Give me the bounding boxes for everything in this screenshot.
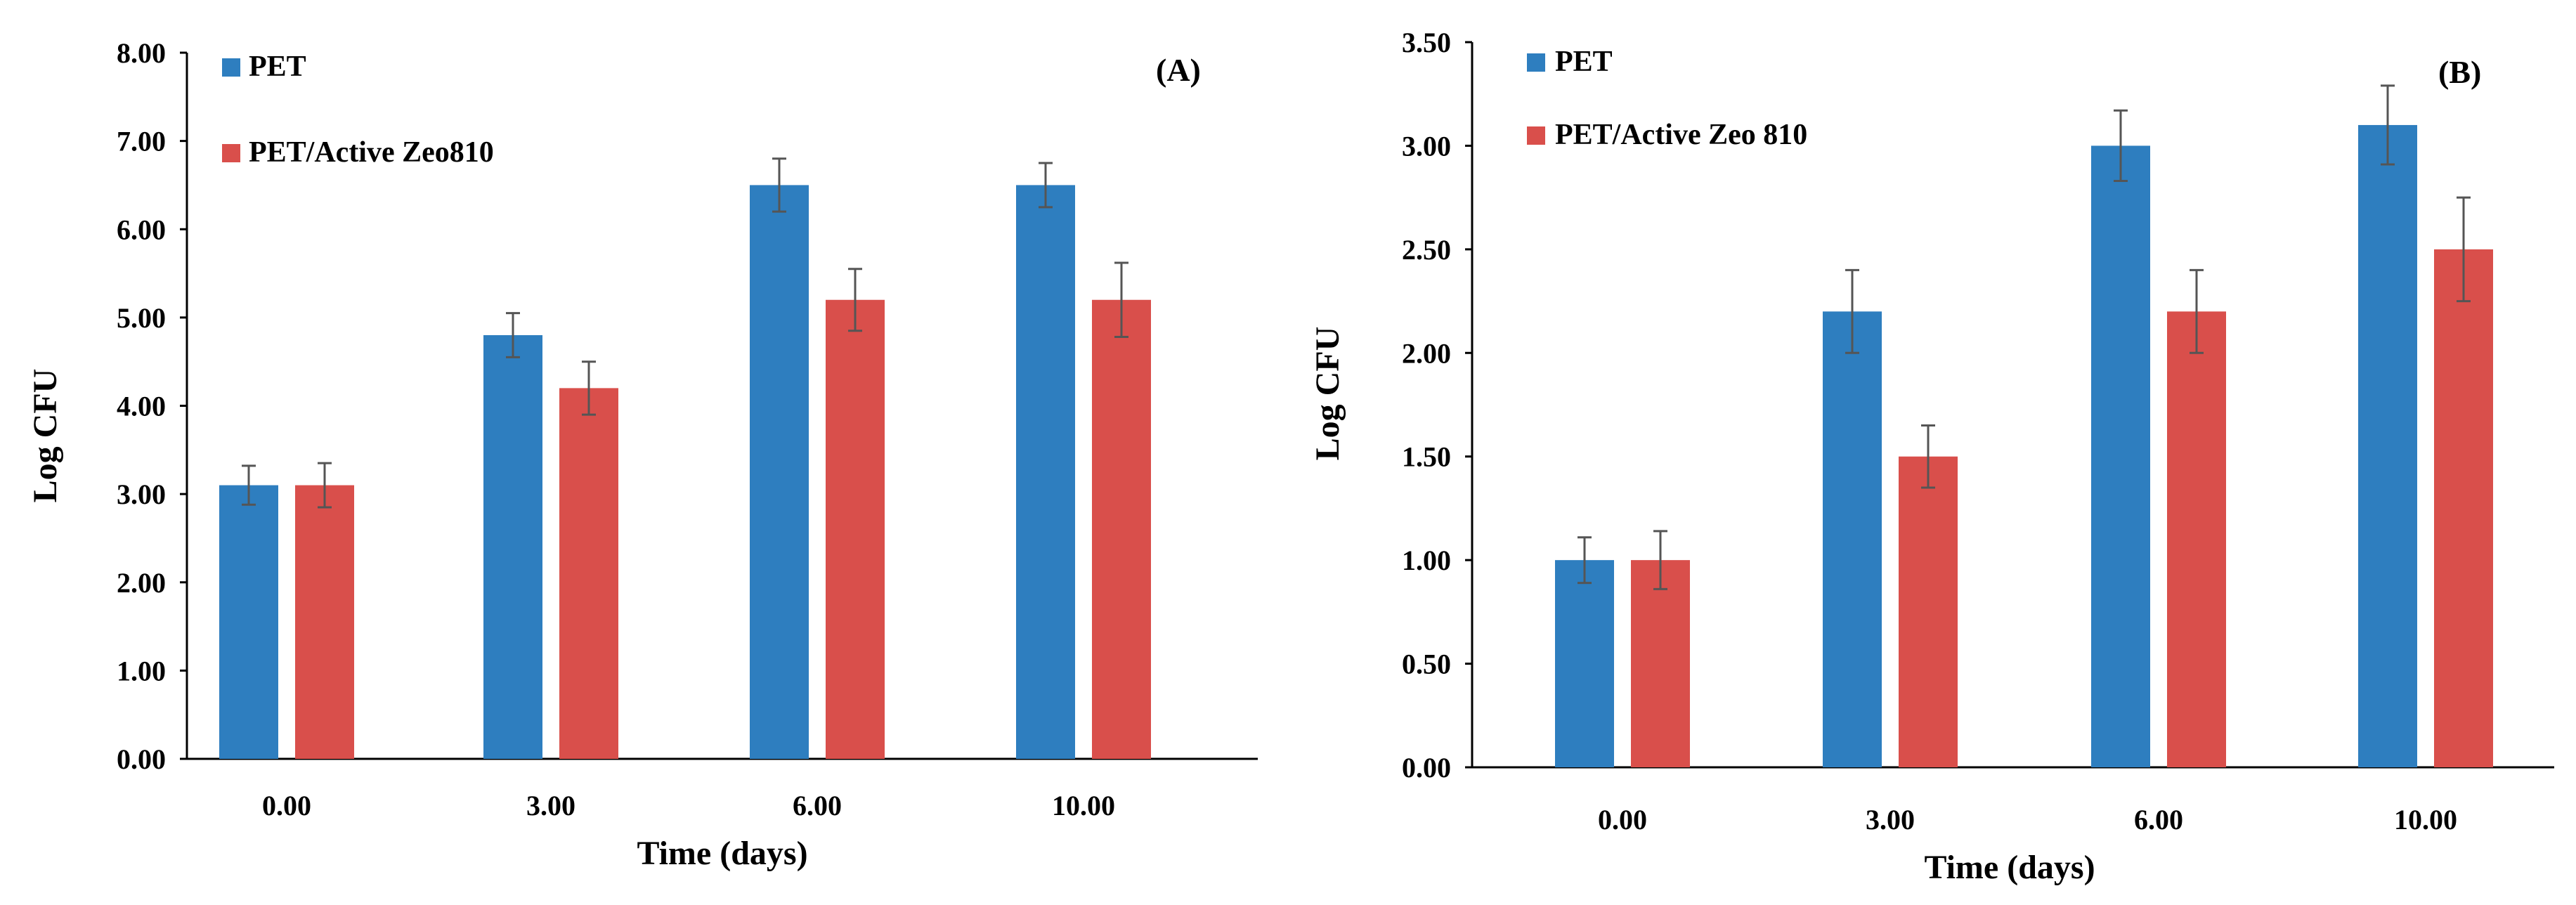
chart-a-bar-active-3 (1092, 299, 1151, 759)
chart-b-ytick-label: 0.00 (1402, 752, 1451, 783)
chart-a-legend: PET PET/Active Zeo810 (222, 51, 494, 169)
chart-a-bars (219, 157, 1151, 759)
chart-b-bar-active-1 (1899, 456, 1958, 767)
chart-b-ytick-label: 3.00 (1402, 130, 1451, 162)
chart-b-ytick-label: 2.50 (1402, 234, 1451, 266)
chart-a-xtick-label: 10.00 (1052, 790, 1115, 821)
chart-a-ylabel: Log CFU (27, 369, 64, 503)
chart-b-bar-pet-1 (1823, 311, 1882, 767)
chart-b-errorbar-pet-3 (2381, 84, 2395, 166)
chart-a: Log CFU 0.00 1.00 2.00 3.00 4.00 5.00 6.00 7.00… (27, 37, 1258, 872)
chart-a-xtick-label: 3.00 (526, 790, 575, 821)
chart-a-errorbar-active-1 (582, 360, 596, 416)
chart-b-bar-pet-0 (1555, 560, 1614, 767)
chart-b-legend: PET PET/Active Zeo 810 (1527, 46, 1807, 151)
chart-b-xtick-label: 10.00 (2394, 804, 2457, 835)
chart-a-ytick-label: 0.00 (117, 743, 166, 775)
chart-a-y-ticks: 0.00 1.00 2.00 3.00 4.00 5.00 6.00 7.00 8.00 (117, 37, 187, 775)
chart-a-ytick-label: 3.00 (117, 478, 166, 510)
chart-b-ytick-label: 0.50 (1402, 649, 1451, 680)
chart-a-ytick-label: 7.00 (117, 126, 166, 157)
chart-b-bar-active-3 (2434, 249, 2493, 767)
chart-a-bar-active-1 (559, 388, 618, 759)
chart-a-ytick-label: 2.00 (117, 567, 166, 599)
chart-a-errorbar-pet-2 (772, 157, 786, 213)
chart-a-bar-pet-2 (750, 185, 809, 759)
chart-b-xtick-label: 3.00 (1866, 804, 1915, 835)
chart-a-legend-swatch-pet (222, 58, 240, 77)
chart-b-xlabel: Time (days) (1924, 849, 2095, 886)
chart-a-legend-label-active: PET/Active Zeo810 (249, 136, 494, 169)
chart-b-bars (1555, 84, 2493, 767)
chart-b-legend-swatch-pet (1527, 53, 1545, 72)
chart-a-xlabel: Time (days) (637, 835, 807, 872)
chart-a-bar-pet-3 (1016, 185, 1075, 759)
chart-b-ytick-label: 1.50 (1402, 441, 1451, 473)
chart-a-bar-pet-1 (483, 335, 542, 759)
chart-a-legend-swatch-active (222, 144, 240, 162)
chart-a-legend-label-pet: PET (249, 51, 306, 83)
chart-b-errorbar-active-1 (1921, 424, 1935, 489)
chart-b-ytick-label: 1.00 (1402, 545, 1451, 576)
chart-a-panel-label: (A) (1156, 52, 1201, 88)
chart-a-ytick-label: 1.00 (117, 655, 166, 686)
chart-b-legend-label-active: PET/Active Zeo 810 (1555, 119, 1807, 151)
chart-a-ytick-label: 5.00 (117, 302, 166, 334)
chart-b-errorbar-active-0 (1653, 530, 1667, 590)
chart-b-errorbar-pet-0 (1578, 536, 1592, 585)
chart-b-errorbar-active-3 (2457, 196, 2471, 303)
chart-a-bar-active-2 (826, 299, 885, 759)
chart-b-y-ticks: 0.00 0.50 1.00 1.50 2.00 2.50 3.00 3.50 (1402, 27, 1472, 783)
chart-b-xtick-label: 0.00 (1598, 804, 1647, 835)
chart-b-bar-active-2 (2167, 311, 2226, 767)
chart-b-panel-label: (B) (2438, 54, 2481, 90)
chart-a-errorbar-pet-0 (242, 464, 256, 506)
chart-b-errorbar-pet-1 (1845, 268, 1859, 354)
chart-b-bar-pet-3 (2358, 124, 2417, 767)
chart-a-ytick-label: 8.00 (117, 37, 166, 69)
chart-a-xtick-label: 0.00 (262, 790, 311, 821)
chart-b-legend-label-pet: PET (1555, 46, 1613, 78)
chart-a-bar-pet-0 (219, 485, 278, 759)
chart-b-ytick-label: 3.50 (1402, 27, 1451, 58)
chart-a-errorbar-pet-1 (506, 312, 520, 358)
chart-a-errorbar-pet-3 (1039, 162, 1053, 209)
chart-b-bar-pet-2 (2091, 145, 2150, 767)
chart-a-ytick-label: 6.00 (117, 214, 166, 245)
chart-a-xtick-label: 6.00 (793, 790, 842, 821)
chart-b-errorbar-pet-2 (2114, 109, 2128, 183)
chart-b: Log CFU 0.00 0.50 1.00 1.50 2.00 2.50 3.00 3.50… (1309, 27, 2554, 886)
chart-b-xtick-label: 6.00 (2134, 804, 2183, 835)
chart-b-bar-active-0 (1631, 560, 1690, 767)
chart-a-errorbar-active-0 (318, 462, 332, 509)
chart-a-errorbar-active-2 (848, 268, 862, 332)
chart-b-ytick-label: 2.00 (1402, 337, 1451, 369)
chart-a-errorbar-active-3 (1114, 261, 1128, 339)
chart-a-x-ticks: 0.00 3.00 6.00 10.00 (262, 790, 1115, 821)
chart-a-ytick-label: 4.00 (117, 391, 166, 422)
chart-b-x-ticks: 0.00 3.00 6.00 10.00 (1598, 804, 2457, 835)
chart-a-bar-active-0 (295, 485, 354, 759)
chart-b-errorbar-active-2 (2190, 268, 2204, 354)
chart-b-legend-swatch-active (1527, 126, 1545, 145)
chart-b-ylabel: Log CFU (1309, 327, 1346, 461)
